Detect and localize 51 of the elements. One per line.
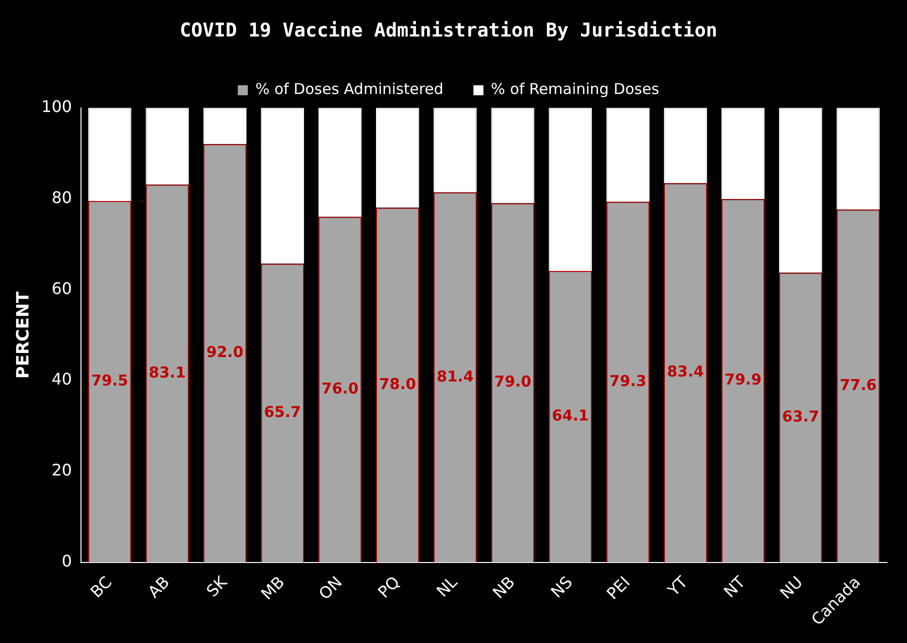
bar	[548, 108, 592, 271]
y-tick-label: 0	[62, 552, 72, 571]
bar	[203, 108, 246, 144]
bar	[88, 108, 132, 201]
bar	[260, 108, 304, 264]
y-axis-title: PERCENT	[14, 291, 34, 379]
x-tick-label: ON	[314, 572, 346, 604]
x-tick-label: YT	[663, 572, 692, 600]
bar	[721, 108, 765, 200]
y-tick-label: 20	[52, 460, 72, 480]
data-label: 79.9	[724, 370, 762, 389]
bar	[434, 108, 477, 192]
bar	[376, 108, 420, 208]
data-label: 77.6	[840, 376, 877, 394]
x-tick-label: NS	[547, 572, 576, 602]
data-label: 65.7	[264, 402, 301, 421]
bar	[664, 108, 708, 184]
x-tick-label: NU	[776, 572, 806, 603]
x-tick-label: BC	[86, 572, 116, 602]
data-label: 63.7	[782, 407, 820, 426]
legend-label: % of Remaining Doses	[490, 80, 660, 98]
bar	[606, 108, 650, 202]
x-tick-label: MB	[257, 572, 288, 604]
x-tick-label: NT	[720, 572, 749, 602]
y-tick-label: 40	[52, 370, 72, 389]
y-tick-label: 80	[52, 188, 72, 207]
x-tick-label: PQ	[374, 572, 404, 602]
data-label: 92.0	[206, 343, 244, 362]
x-tick-label: PEI	[602, 572, 634, 604]
y-tick-label: 60	[52, 278, 72, 298]
data-label: 83.4	[666, 362, 704, 381]
data-label: 78.0	[379, 374, 416, 393]
bar	[318, 108, 362, 217]
bar	[146, 108, 189, 185]
data-label: 79.0	[494, 372, 532, 391]
x-tick-label: AB	[144, 572, 174, 602]
data-label: 83.1	[148, 363, 186, 382]
chart-title: COVID 19 Vaccine Administration By Jurisdiction	[180, 19, 718, 42]
bar	[491, 108, 534, 204]
y-tick-label: 100	[41, 96, 72, 116]
x-tick-label: SK	[202, 572, 231, 601]
data-label: 79.5	[91, 372, 128, 390]
x-tick-label: NB	[488, 572, 519, 602]
data-label: 79.3	[609, 372, 646, 390]
x-tick-label: NL	[432, 572, 462, 601]
bar	[779, 108, 822, 273]
data-label: 81.4	[436, 367, 474, 386]
legend-label: % of Doses Administered	[255, 80, 444, 98]
data-label: 64.1	[552, 406, 589, 425]
bar	[836, 108, 880, 210]
data-label: 76.0	[322, 380, 359, 398]
